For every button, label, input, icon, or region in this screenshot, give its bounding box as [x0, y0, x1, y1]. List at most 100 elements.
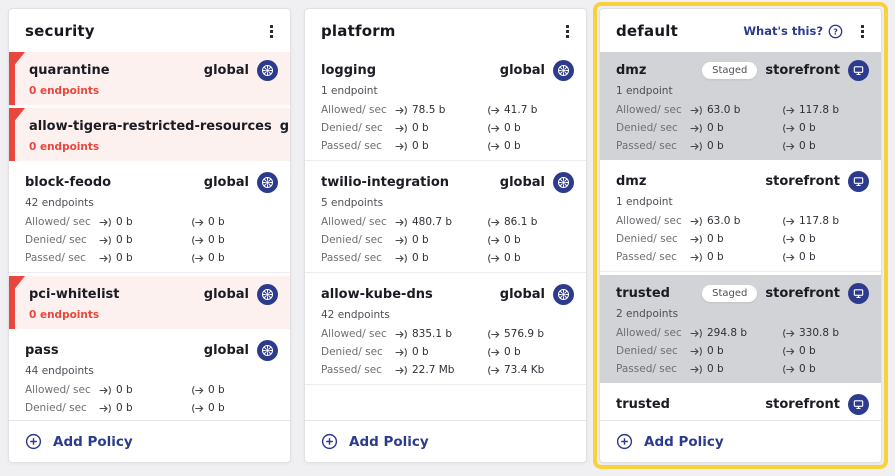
policy-card-list: logging global 1 endpoint Allowed/ sec 78.5 …	[305, 52, 586, 420]
plus-circle-icon	[321, 433, 338, 450]
ingress-arrow-icon	[395, 235, 408, 246]
policy-card-header: dmz storefront	[616, 171, 869, 192]
egress-value: 0 b	[782, 345, 816, 357]
ingress-value: 294.8 b	[690, 327, 782, 339]
add-policy-label: Add Policy	[53, 433, 133, 450]
policy-name: logging	[321, 63, 377, 78]
ingress-value: 0 b	[99, 402, 191, 414]
egress-bytes: 330.8 b	[799, 327, 840, 339]
policy-card-header: block-feodo global	[25, 172, 278, 193]
stat-label: Allowed/ sec	[321, 328, 387, 340]
ingress-value: 0 b	[690, 251, 782, 263]
tier-menu-kebab-icon[interactable]	[560, 23, 574, 39]
policy-card[interactable]: logging global 1 endpoint Allowed/ sec 78.5 …	[305, 52, 586, 161]
stat-row-allowed: Allowed/ sec 0 b 0 b	[25, 216, 278, 228]
policy-card[interactable]: pci-whitelist global 0 endpoints	[9, 276, 290, 329]
tier-column-default: default What's this?? dmz Staged storefront 1…	[599, 8, 882, 463]
egress-arrow-icon	[782, 123, 795, 134]
stat-row-allowed: Allowed/ sec 480.7 b 86.1 b	[321, 216, 574, 228]
add-policy-button[interactable]: Add Policy	[9, 420, 290, 462]
stat-label: Denied/ sec	[616, 122, 678, 134]
egress-arrow-icon	[487, 329, 500, 340]
egress-bytes: 0 b	[799, 122, 816, 134]
policy-card[interactable]: dmz storefront 1 endpoint Allowed/ sec 63.0 …	[600, 163, 881, 272]
svg-text:?: ?	[833, 27, 838, 36]
ingress-value: 480.7 b	[395, 216, 487, 228]
add-policy-button[interactable]: Add Policy	[600, 420, 881, 462]
policy-card[interactable]: block-feodo global 42 endpoints Allowed/ se…	[9, 164, 290, 273]
egress-bytes: 0 b	[799, 233, 816, 245]
stat-label: Denied/ sec	[25, 234, 87, 246]
egress-value: 0 b	[487, 122, 521, 134]
egress-bytes: 41.7 b	[504, 104, 538, 116]
stat-label: Passed/ sec	[616, 251, 677, 263]
endpoint-count: 2 endpoints	[616, 308, 679, 320]
egress-value: 86.1 b	[487, 216, 537, 228]
stat-row-allowed: Allowed/ sec 78.5 b 41.7 b	[321, 104, 574, 116]
policy-card-header: logging global	[321, 60, 574, 81]
tier-menu-kebab-icon[interactable]	[264, 23, 278, 39]
question-circle-icon[interactable]: ?	[828, 24, 843, 39]
namespace-icon	[848, 394, 869, 415]
stat-row-denied: Denied/ sec 0 b 0 b	[616, 233, 869, 245]
endpoint-count: 1 endpoint	[321, 85, 378, 97]
policy-card[interactable]: allow-kube-dns global 42 endpoints Allowed/…	[305, 276, 586, 385]
policy-card[interactable]: dmz Staged storefront 1 endpoint Allowed/ se…	[600, 52, 881, 160]
stat-label: Denied/ sec	[616, 345, 678, 357]
stat-row-denied: Denied/ sec 0 b 0 b	[25, 234, 278, 246]
egress-arrow-icon	[782, 252, 795, 263]
endpoint-count: 1 endpoint	[616, 196, 673, 208]
ingress-arrow-icon	[690, 252, 703, 263]
policy-traffic-stats: Allowed/ sec 63.0 b 117.8 b Denied/ sec 0 b 0…	[616, 104, 869, 152]
stat-label: Passed/ sec	[321, 140, 382, 152]
add-policy-label: Add Policy	[349, 433, 429, 450]
policy-traffic-stats: Allowed/ sec 480.7 b 86.1 b Denied/ sec 0 b 0…	[321, 216, 574, 264]
stat-row-passed: Passed/ sec 0 b 0 b	[321, 252, 574, 264]
policy-name: block-feodo	[25, 175, 112, 190]
whats-this-link[interactable]: What's this??	[743, 24, 843, 39]
egress-value: 73.4 Kb	[487, 364, 544, 376]
egress-arrow-icon	[487, 217, 500, 228]
policy-card[interactable]: twilio-integration global 5 endpoints Allow…	[305, 164, 586, 273]
ingress-bytes: 0 b	[116, 216, 133, 228]
ingress-bytes: 0 b	[707, 251, 724, 263]
policy-card-header: trusted storefront	[616, 394, 869, 415]
tier-menu-kebab-icon[interactable]	[855, 23, 869, 39]
ingress-arrow-icon	[395, 253, 408, 264]
ingress-bytes: 63.0 b	[707, 215, 741, 227]
stat-label: Passed/ sec	[25, 252, 86, 264]
ingress-value: 0 b	[690, 363, 782, 375]
ingress-bytes: 0 b	[116, 252, 133, 264]
stat-row-allowed: Allowed/ sec 63.0 b 117.8 b	[616, 215, 869, 227]
policy-card[interactable]: trusted storefront	[600, 386, 881, 420]
egress-value: 0 b	[191, 384, 225, 396]
ingress-arrow-icon	[395, 123, 408, 134]
ingress-value: 63.0 b	[690, 215, 782, 227]
policy-card[interactable]: trusted Staged storefront 2 endpoints Allowe…	[600, 275, 881, 383]
policy-card-header: trusted Staged storefront	[616, 283, 869, 304]
tier-column-platform: platform logging global 1 endpoint Allowed/ …	[304, 8, 587, 463]
ingress-value: 0 b	[395, 234, 487, 246]
egress-arrow-icon	[782, 364, 795, 375]
egress-bytes: 0 b	[504, 122, 521, 134]
egress-value: 0 b	[782, 140, 816, 152]
tier-header: default What's this??	[600, 9, 881, 52]
stat-row-allowed: Allowed/ sec 835.1 b 576.9 b	[321, 328, 574, 340]
egress-bytes: 0 b	[208, 384, 225, 396]
policy-card[interactable]: allow-tigera-restricted-resources global 0…	[9, 108, 290, 161]
ingress-value: 0 b	[395, 140, 487, 152]
stat-row-denied: Denied/ sec 0 b 0 b	[25, 402, 278, 414]
policy-card[interactable]: quarantine global 0 endpoints	[9, 52, 290, 105]
ingress-arrow-icon	[99, 235, 112, 246]
ingress-bytes: 0 b	[707, 363, 724, 375]
stat-row-passed: Passed/ sec 0 b 0 b	[616, 363, 869, 375]
egress-bytes: 117.8 b	[799, 215, 840, 227]
add-policy-button[interactable]: Add Policy	[305, 420, 586, 462]
tier-title: default	[616, 22, 678, 40]
ingress-arrow-icon	[690, 105, 703, 116]
policy-scope-label: global	[499, 175, 545, 190]
policy-card[interactable]: pass global 44 endpoints Allowed/ sec 0 b 0 b…	[9, 332, 290, 420]
policy-card-list: quarantine global 0 endpoints allow-tigera-…	[9, 52, 290, 420]
endpoint-count: 0 endpoints	[29, 85, 100, 97]
ingress-value: 0 b	[395, 346, 487, 358]
